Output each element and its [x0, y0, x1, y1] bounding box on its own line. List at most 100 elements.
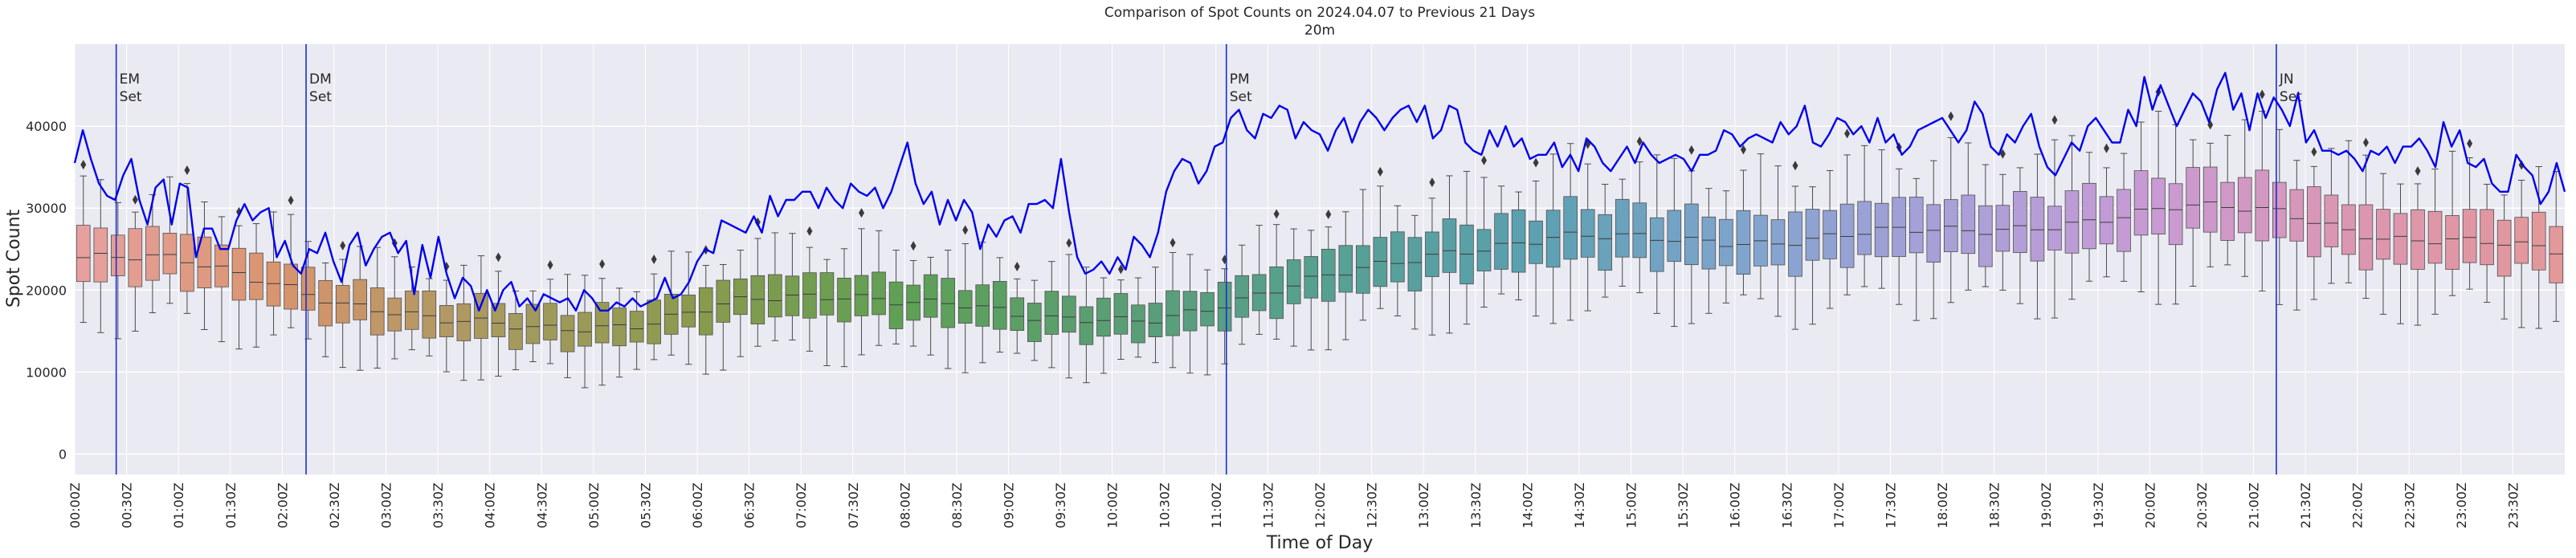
box — [612, 287, 627, 378]
box-body — [837, 277, 851, 323]
box-body — [2186, 167, 2200, 229]
box — [525, 290, 541, 362]
box-outlier — [651, 255, 657, 265]
box-body — [1926, 204, 1941, 263]
box-body — [2237, 177, 2252, 234]
grid — [74, 44, 2565, 475]
box-body — [353, 279, 368, 320]
x-tick-label: 16:00Z — [1728, 483, 1743, 528]
box — [2341, 140, 2356, 283]
box-body — [1649, 217, 1664, 272]
box — [1200, 269, 1215, 376]
box — [2358, 137, 2374, 299]
box-body — [1148, 303, 1163, 337]
box-body — [1286, 259, 1301, 304]
x-tick-label: 10:30Z — [1157, 483, 1172, 528]
box — [2047, 115, 2062, 319]
box-body — [543, 303, 557, 340]
y-ticks: 0 10000 20000 30000 40000 — [26, 119, 67, 462]
box-body — [2047, 206, 2062, 250]
box-body — [1736, 210, 1751, 275]
box-body — [2514, 217, 2529, 264]
box — [802, 226, 817, 352]
box — [1839, 128, 1855, 295]
box — [145, 193, 160, 314]
set-label: Set — [120, 89, 142, 105]
box-body — [1684, 203, 1699, 266]
box-body — [2202, 166, 2218, 233]
x-tick-label: 11:30Z — [1260, 483, 1276, 528]
box — [941, 250, 955, 369]
box-body — [578, 312, 592, 347]
box-body — [128, 228, 143, 287]
box — [1251, 225, 1267, 335]
box — [197, 201, 212, 330]
x-tick-label: 22:30Z — [2402, 483, 2417, 528]
box-body — [1598, 214, 1613, 271]
x-tick-label: 22:00Z — [2350, 483, 2366, 528]
box — [300, 241, 316, 340]
box-body — [785, 275, 800, 316]
box — [2082, 152, 2096, 282]
box — [214, 216, 229, 343]
box — [1874, 149, 1889, 289]
box-body — [111, 234, 125, 276]
box — [2220, 135, 2235, 266]
box-body — [2358, 204, 2374, 271]
box — [1788, 161, 1802, 330]
box — [1563, 143, 1578, 321]
box-body — [1217, 282, 1232, 332]
box — [2064, 135, 2080, 300]
box-outlier — [1740, 145, 1746, 155]
box-body — [1338, 245, 1353, 293]
set-label: EM — [120, 71, 140, 88]
x-tick-label: 01:00Z — [171, 483, 186, 528]
x-tick-label: 14:30Z — [1572, 483, 1587, 528]
box-body — [594, 302, 610, 344]
chart-title: Comparison of Spot Counts on 2024.04.07 … — [1104, 5, 1535, 21]
box — [888, 250, 904, 344]
box — [923, 256, 938, 356]
box-outlier — [2104, 143, 2110, 153]
box — [975, 242, 990, 364]
box — [2117, 153, 2131, 282]
box — [1995, 149, 2011, 291]
x-tick-label: 02:30Z — [327, 483, 342, 528]
box — [1390, 205, 1405, 316]
box-outlier — [2259, 89, 2265, 100]
box — [1476, 155, 1492, 308]
x-tick-label: 00:30Z — [120, 483, 135, 528]
box — [76, 160, 91, 324]
set-label: Set — [1230, 89, 1252, 105]
box — [93, 179, 108, 333]
box-outlier — [132, 194, 138, 205]
box-body — [1235, 275, 1249, 318]
box-outlier — [1066, 238, 1072, 248]
box-body — [1166, 290, 1180, 336]
box — [1182, 254, 1198, 374]
box-body — [2549, 226, 2564, 283]
box-body — [1823, 210, 1837, 259]
box — [128, 194, 143, 332]
box — [180, 165, 194, 314]
box — [1511, 191, 1526, 301]
box — [2445, 150, 2460, 296]
box — [2480, 183, 2494, 303]
box — [318, 262, 333, 357]
box-body — [681, 295, 696, 328]
box-body — [249, 252, 263, 300]
box-outlier — [340, 240, 346, 250]
box — [733, 250, 748, 357]
x-tick-label: 14:00Z — [1520, 483, 1535, 528]
box-body — [404, 290, 419, 330]
box-body — [923, 274, 938, 318]
box-body — [1874, 202, 1889, 258]
box-outlier — [1325, 210, 1332, 220]
box-body — [1857, 201, 1872, 255]
box — [2255, 89, 2270, 291]
box-outlier — [1844, 128, 1851, 139]
box-body — [2117, 189, 2131, 252]
set-label: Set — [309, 89, 332, 105]
box — [1961, 142, 1976, 291]
